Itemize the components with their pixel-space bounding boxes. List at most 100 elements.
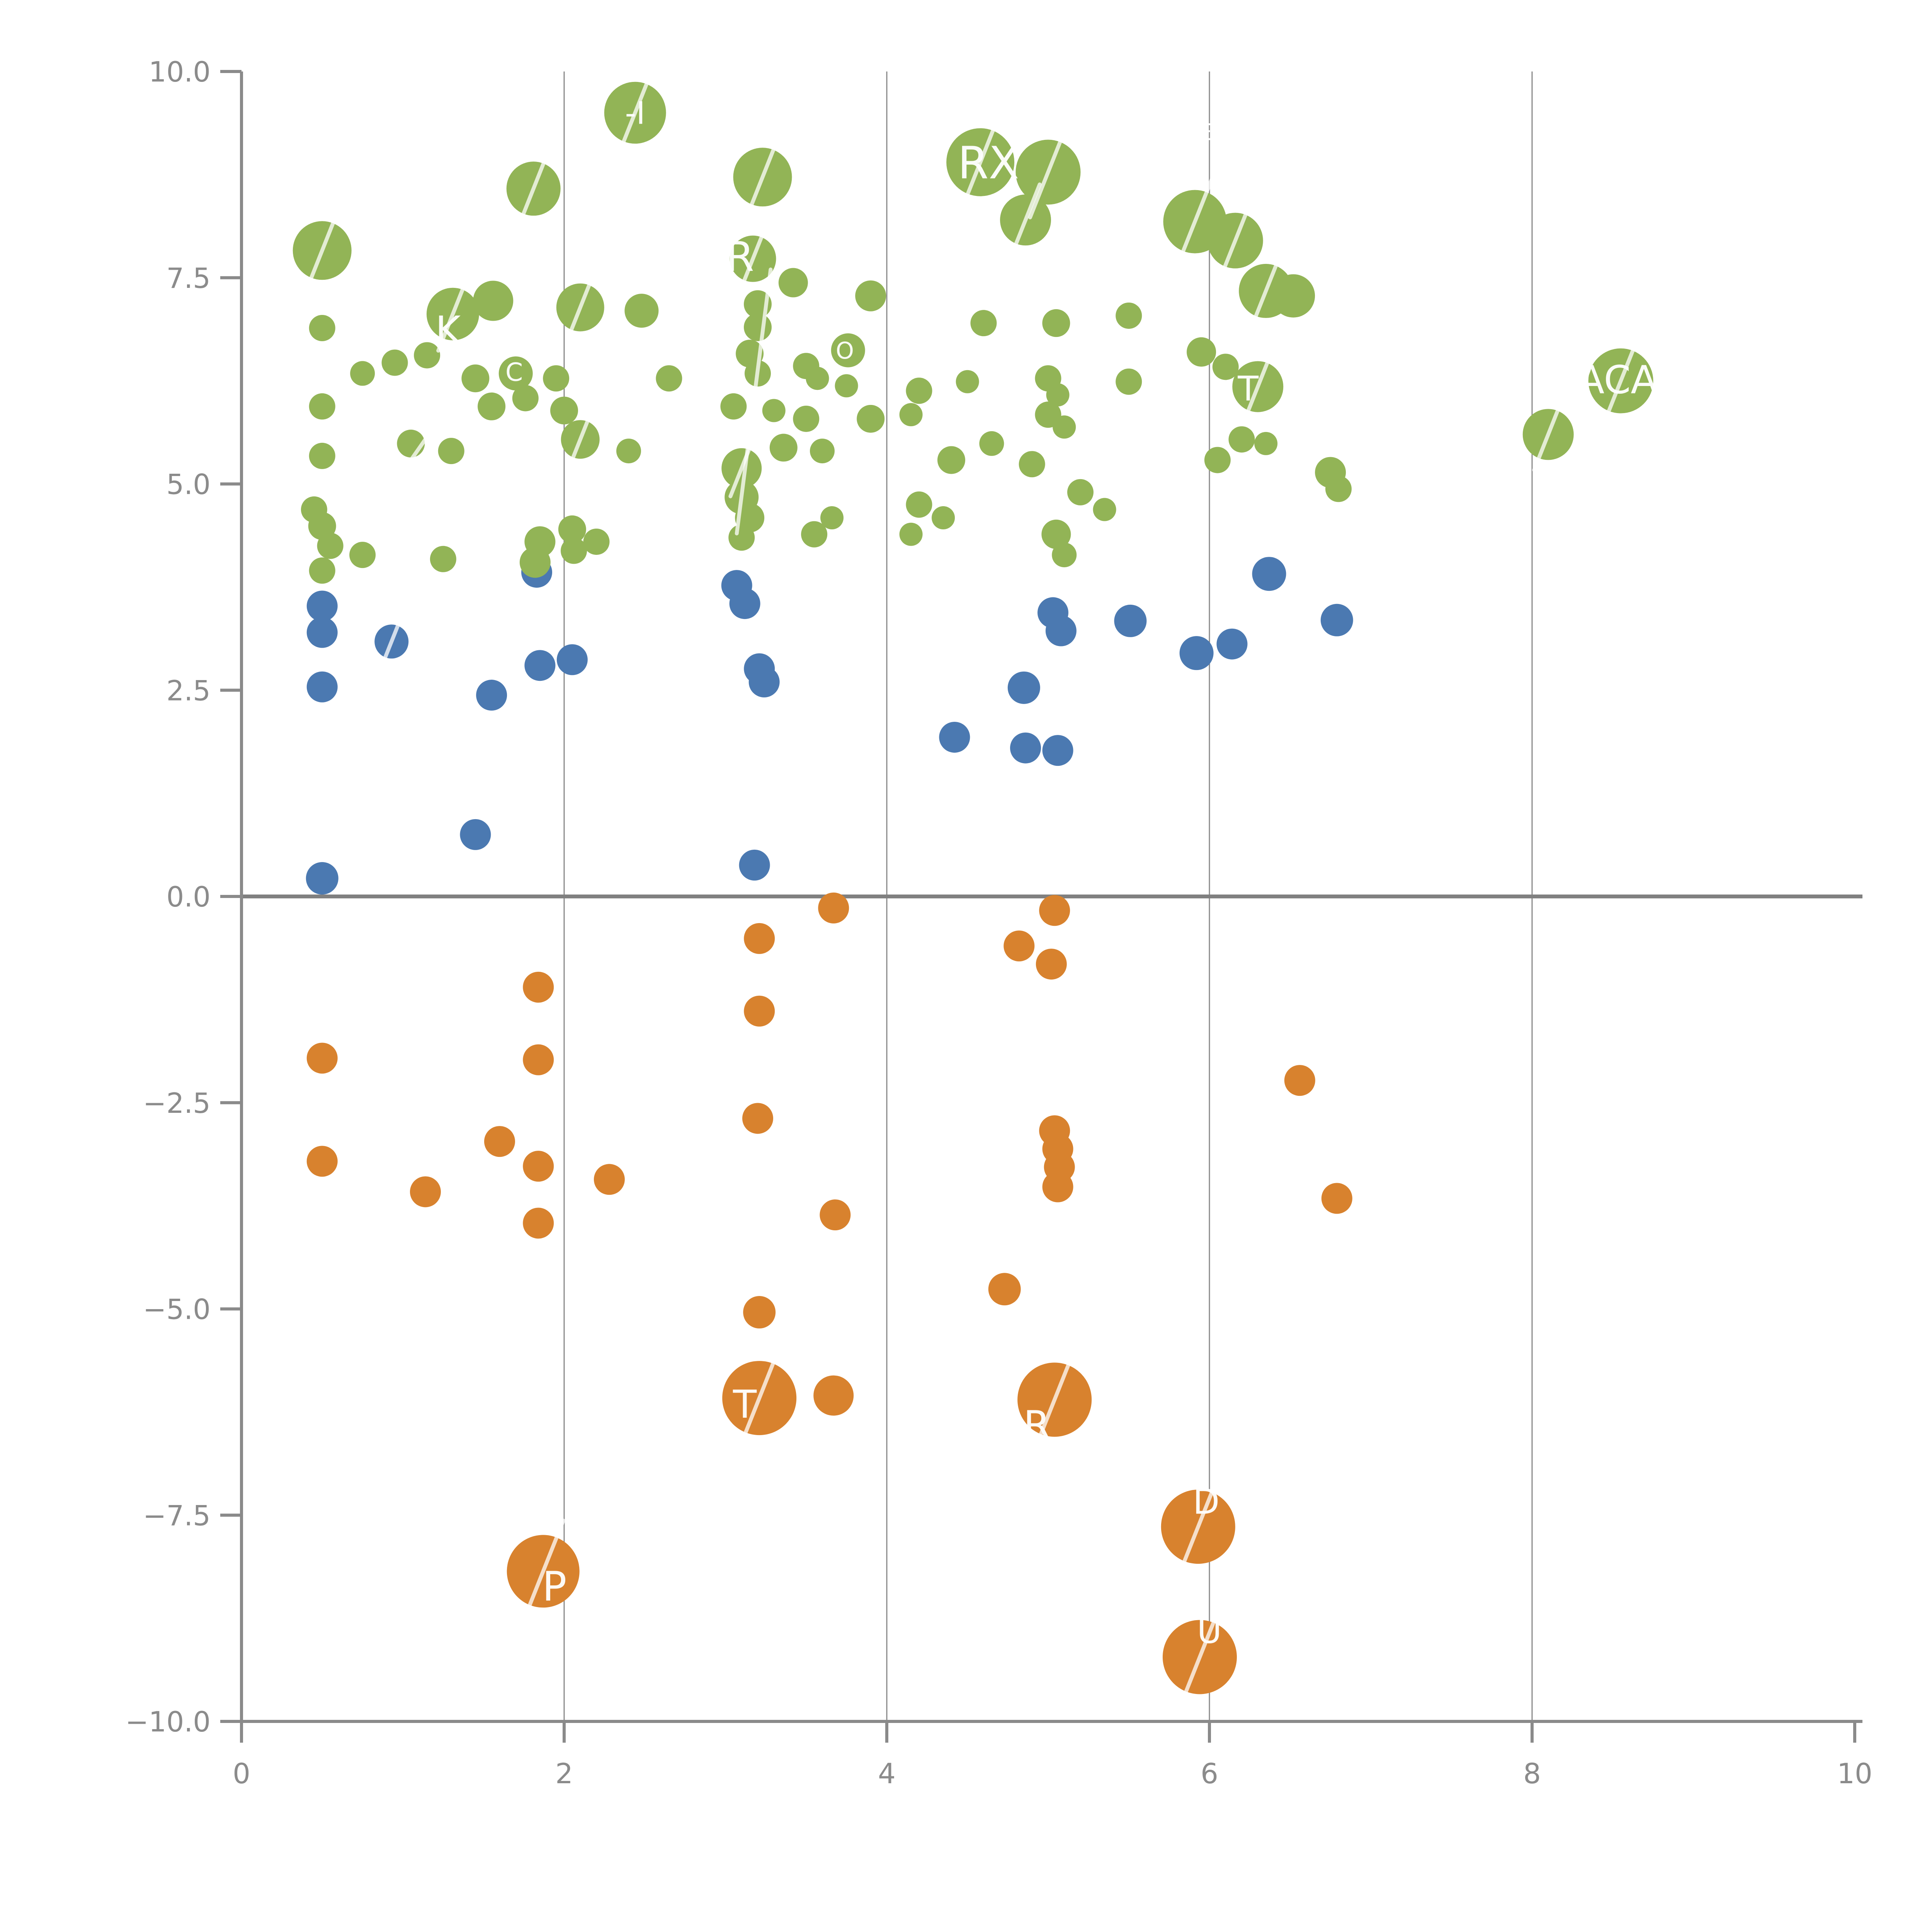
green-bubble [769, 434, 798, 462]
green-bubble [309, 557, 335, 584]
green-bubble [381, 349, 408, 376]
white-accent-line [738, 224, 768, 293]
y-tick-label: −7.5 [143, 1499, 211, 1532]
white-accent-line [1242, 349, 1274, 424]
orange-bubble [744, 923, 775, 954]
white-accent-line [1249, 251, 1283, 331]
white-accent-line [436, 275, 469, 353]
green-bubble [835, 374, 858, 398]
blue-bubble [476, 680, 507, 711]
green-bubble [616, 439, 641, 464]
green-bubble [1204, 447, 1231, 473]
x-tick-label: 0 [233, 1757, 250, 1790]
orange-bubble [523, 1208, 554, 1239]
bubble-label: E [1197, 119, 1212, 146]
orange-bubble [1284, 1065, 1315, 1096]
bubble-label: E [888, 1435, 901, 1459]
green-bubble [624, 294, 659, 328]
orange-bubble [523, 1151, 554, 1182]
green-bubble [1052, 543, 1077, 568]
green-bubble [543, 365, 570, 392]
orange-bubble [988, 1273, 1021, 1306]
blue-bubble [1042, 735, 1073, 766]
green-bubble [519, 547, 551, 578]
green-bubble [932, 506, 955, 530]
blue-bubble [524, 650, 556, 681]
bubble-label: U [1197, 1611, 1222, 1651]
y-tick-label: −5.0 [143, 1293, 211, 1326]
blue-bubble [939, 721, 970, 753]
bubble-label: -I [625, 95, 645, 131]
green-bubble [720, 393, 747, 420]
green-bubble [1116, 368, 1142, 395]
white-accent-line [1177, 1603, 1223, 1711]
green-bubble [1042, 309, 1070, 337]
bubble-label: R [726, 233, 754, 281]
orange-bubble [1042, 1171, 1073, 1202]
green-bubble [583, 528, 610, 555]
blue-bubble [1114, 604, 1147, 637]
green-bubble [414, 342, 440, 369]
x-tick-label: 6 [1201, 1757, 1218, 1790]
green-bubble [810, 439, 835, 464]
green-bubble [906, 491, 932, 518]
white-accent-line [1028, 125, 1068, 219]
blue-bubble [1045, 615, 1077, 646]
green-bubble [1254, 432, 1278, 455]
white-accent-line [565, 272, 596, 343]
blue-bubble [1010, 732, 1041, 764]
green-bubble [956, 370, 979, 393]
green-bubble [970, 310, 997, 337]
white-accent-line [1218, 200, 1253, 282]
green-bubble [979, 431, 1004, 456]
bubble-label: C [505, 358, 523, 387]
green-bubble [478, 392, 506, 420]
white-accent-line [516, 149, 551, 228]
white-accent-line [380, 616, 403, 667]
green-bubble [656, 365, 682, 392]
green-bubble [1272, 274, 1315, 318]
y-tick-label: 0.0 [166, 881, 211, 913]
bubble-label: T [1120, 279, 1134, 306]
green-bubble [317, 532, 344, 559]
blue-bubble [1252, 557, 1286, 591]
green-bubble [937, 446, 965, 474]
bubble-label: D [1193, 1481, 1219, 1522]
green-bubble [1325, 476, 1352, 502]
green-bubble [1046, 383, 1070, 406]
orange-bubble [523, 1044, 554, 1075]
green-bubble [1187, 337, 1216, 367]
blue-bubble [1320, 604, 1353, 636]
white-accent-line [1175, 175, 1214, 268]
white-accent-line [1175, 1473, 1221, 1581]
orange-bubble [813, 1375, 854, 1416]
white-accent-line [1009, 182, 1042, 258]
green-bubble [801, 521, 828, 548]
green-bubble [1041, 519, 1071, 549]
green-bubble [438, 438, 464, 464]
green-bubble [309, 315, 335, 341]
blue-bubble [748, 666, 780, 697]
green-bubble [1228, 426, 1255, 453]
bubble-label: T [733, 1382, 757, 1427]
orange-bubble [1036, 949, 1067, 980]
green-bubble [899, 403, 923, 427]
y-tick-label: −10.0 [125, 1706, 211, 1738]
green-bubble [762, 399, 786, 422]
bubble-label: T [1237, 369, 1259, 409]
green-bubble [831, 333, 865, 367]
blue-bubble [1007, 671, 1040, 704]
green-bubble [806, 367, 829, 390]
white-accent-line [959, 113, 1001, 212]
blue-bubble [306, 617, 338, 648]
orange-bubble [523, 971, 554, 1003]
green-bubble [498, 356, 533, 391]
green-bubble [820, 506, 844, 530]
white-accent-line [744, 134, 781, 220]
white-accent-line [728, 438, 755, 498]
orange-bubble [743, 1296, 776, 1329]
blue-bubble [306, 671, 338, 702]
green-bubble [1093, 498, 1116, 521]
bubble-label: K [435, 308, 462, 353]
